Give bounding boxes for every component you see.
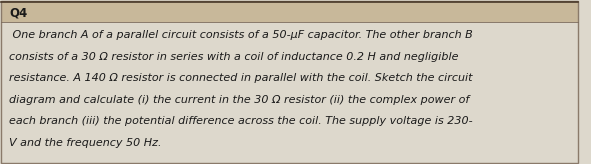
Text: diagram and calculate (i) the current in the 30 Ω resistor (ii) the complex powe: diagram and calculate (i) the current in…	[9, 95, 470, 105]
Text: each branch (iii) the potential difference across the coil. The supply voltage i: each branch (iii) the potential differen…	[9, 116, 473, 126]
Text: Q4: Q4	[9, 6, 28, 19]
FancyBboxPatch shape	[1, 1, 578, 22]
Text: resistance. A 140 Ω resistor is connected in parallel with the coil. Sketch the : resistance. A 140 Ω resistor is connecte…	[9, 73, 473, 83]
Text: One branch A of a parallel circuit consists of a 50-μF capacitor. The other bran: One branch A of a parallel circuit consi…	[9, 30, 473, 40]
Text: V and the frequency 50 Hz.: V and the frequency 50 Hz.	[9, 138, 162, 148]
Text: consists of a 30 Ω resistor in series with a coil of inductance 0.2 H and neglig: consists of a 30 Ω resistor in series wi…	[9, 52, 459, 62]
